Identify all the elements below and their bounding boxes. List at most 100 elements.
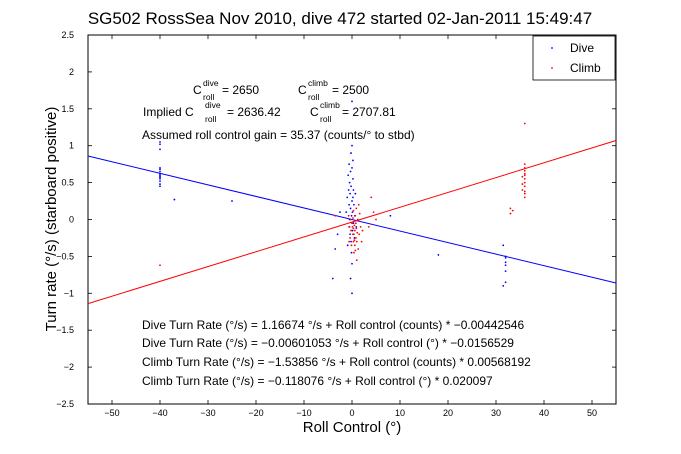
dive-point: [336, 233, 339, 236]
dive-point: [348, 181, 351, 184]
dive-point: [502, 285, 505, 287]
dive-point: [348, 163, 351, 166]
chart-title: SG502 RossSea Nov 2010, dive 472 started…: [88, 9, 592, 28]
climb-point: [354, 237, 357, 239]
dive-point: [352, 159, 354, 162]
climb-point: [355, 207, 358, 210]
dive-point: [353, 203, 355, 206]
implied-prefix: Implied C: [143, 105, 194, 119]
y-tick-label: −1: [64, 288, 74, 298]
implied-dive-value: = 2636.42: [227, 105, 281, 119]
dive-point: [347, 189, 350, 191]
climb-point: [372, 211, 375, 214]
legend-label-climb: Climb: [570, 61, 601, 75]
climb-point: [159, 264, 161, 267]
climb-point: [509, 207, 512, 210]
legend: Dive Climb: [532, 35, 616, 81]
x-tick-label: −50: [104, 408, 119, 418]
y-tick-label: 2.5: [61, 30, 74, 40]
climb-point: [350, 229, 352, 232]
x-tick-label: 30: [491, 408, 501, 418]
climb-point: [509, 212, 512, 215]
climb-point: [352, 227, 355, 230]
y-axis-label: Turn rate (°/s) (starboard positive): [43, 107, 60, 332]
y-tick-label: 0.5: [61, 178, 74, 188]
c-dive-sup: dive: [203, 78, 219, 88]
x-axis-label: Roll Control (°): [303, 419, 402, 436]
dive-point: [350, 214, 353, 217]
dive-point: [339, 211, 341, 214]
implied-dive-sub: roll: [205, 114, 216, 124]
dive-point: [159, 166, 161, 169]
y-tick-label: −0.5: [56, 251, 74, 261]
dive-fit-line: [87, 155, 617, 284]
dive-point: [504, 255, 507, 258]
dive-point: [347, 174, 350, 177]
c-climb-sub: roll: [308, 92, 319, 102]
dive-point: [504, 261, 507, 264]
climb-point: [356, 218, 359, 221]
dive-point: [159, 148, 161, 151]
dive-point: [173, 198, 176, 201]
dive-point: [231, 200, 233, 202]
dive-point: [349, 233, 351, 236]
dive-point: [348, 203, 351, 206]
climb-point: [359, 225, 362, 228]
dive-point: [352, 196, 354, 199]
climb-point: [357, 248, 360, 250]
climb-point: [357, 203, 360, 206]
annotation-implied-c-roll: Implied C dive roll = 2636.42 C climb ro…: [143, 100, 396, 124]
climb-point: [353, 229, 356, 232]
dive-point: [352, 189, 355, 191]
climb-point: [358, 212, 361, 215]
dive-point: [502, 244, 505, 247]
y-tick-label: 1: [69, 141, 74, 151]
dive-point: [349, 170, 352, 173]
c-dive-value: = 2650: [222, 83, 259, 97]
dive-point: [351, 166, 353, 169]
x-tick-label: −10: [296, 408, 311, 418]
implied-climb-sup: climb: [320, 100, 340, 110]
dive-point: [351, 229, 354, 232]
equation-climb-counts: Climb Turn Rate (°/s) = −1.53856 °/s + R…: [142, 355, 531, 369]
dive-point: [354, 192, 357, 195]
climb-point: [348, 240, 351, 243]
annotation-c-roll: C dive roll = 2650 C climb roll = 2500: [193, 78, 369, 102]
climb-point: [523, 122, 526, 125]
climb-point: [355, 227, 358, 230]
c-climb-value: = 2500: [332, 83, 369, 97]
climb-point: [353, 244, 356, 247]
dive-point: [351, 200, 353, 202]
c-climb-prefix: C: [298, 83, 307, 97]
climb-point: [354, 249, 357, 252]
dive-point: [349, 207, 352, 210]
equation-climb-degrees: Climb Turn Rate (°/s) = −0.118076 °/s + …: [142, 374, 493, 388]
equation-dive-counts: Dive Turn Rate (°/s) = 1.16674 °/s + Rol…: [142, 318, 524, 332]
c-climb-sup: climb: [308, 78, 328, 88]
dive-point: [334, 248, 337, 250]
climb-point: [523, 196, 526, 199]
dive-point: [350, 251, 353, 254]
dive-point: [159, 183, 161, 185]
dive-point: [351, 262, 353, 265]
dive-point: [350, 185, 352, 188]
climb-fit-line: [87, 140, 617, 305]
roll-gain-annotation: Assumed roll control gain = 35.37 (count…: [142, 128, 415, 142]
x-tick-label: 20: [443, 408, 453, 418]
climb-point: [523, 190, 526, 193]
dive-point: [346, 244, 349, 247]
climb-point: [523, 192, 526, 195]
climb-point: [334, 214, 337, 217]
dive-point: [159, 170, 161, 173]
climb-point: [349, 218, 352, 221]
implied-climb-value: = 2707.81: [342, 105, 396, 119]
climb-point: [353, 224, 356, 227]
dive-point: [159, 176, 161, 179]
data-points: [159, 100, 526, 295]
dive-point: [349, 277, 352, 280]
climb-point: [523, 181, 526, 184]
climb-point: [521, 183, 524, 185]
dive-point: [504, 264, 507, 267]
dive-point: [352, 178, 354, 180]
climb-point: [523, 172, 526, 175]
